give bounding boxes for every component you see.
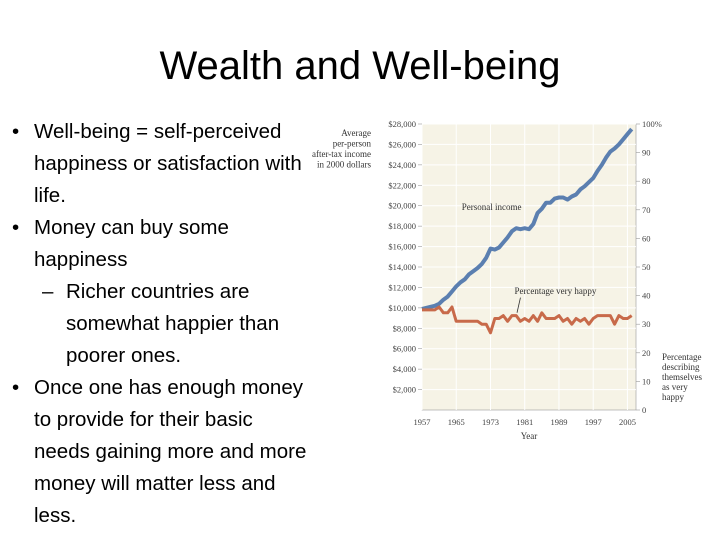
left-tick-label: $6,000 bbox=[393, 344, 416, 354]
right-tick-label: 100% bbox=[642, 119, 662, 129]
left-tick-label: $24,000 bbox=[388, 160, 416, 170]
chart-svg: $28,000 $26,000 $24,000 $22,000 $20,000 $18,0… bbox=[312, 119, 703, 441]
right-tick-label: 70 bbox=[642, 205, 651, 215]
bullet-item: • Once one has enough money to provide fo… bbox=[12, 372, 312, 532]
sub-bullet-item: – Richer countries are somewhat happier t… bbox=[12, 276, 312, 372]
right-tick-label: 40 bbox=[642, 291, 651, 301]
right-tick-label: 0 bbox=[642, 405, 646, 415]
x-tick-label: 1989 bbox=[550, 417, 567, 427]
left-tick-label: $18,000 bbox=[388, 221, 416, 231]
right-tick-label: 80 bbox=[642, 176, 651, 186]
x-tick-label: 1957 bbox=[414, 417, 431, 427]
left-tick-label: $4,000 bbox=[393, 364, 416, 374]
x-tick-label: 2005 bbox=[619, 417, 636, 427]
left-tick-label: $28,000 bbox=[388, 119, 416, 129]
annotation-personal-income: Personal income bbox=[462, 202, 522, 212]
bullet-dot-icon: • bbox=[12, 376, 20, 399]
bullet-item: • Well-being = self-perceived happiness o… bbox=[12, 116, 312, 212]
x-tick-label: 1997 bbox=[585, 417, 602, 427]
right-tick-label: 60 bbox=[642, 233, 651, 243]
left-tick-label: $26,000 bbox=[388, 139, 416, 149]
left-tick-label: $10,000 bbox=[388, 303, 416, 313]
right-tick-label: 20 bbox=[642, 348, 651, 358]
left-tick-label: $14,000 bbox=[388, 262, 416, 272]
x-tick-label: 1981 bbox=[516, 417, 533, 427]
right-tick-label: 10 bbox=[642, 376, 651, 386]
right-axis-label: Percentage describing themselves as very hap… bbox=[662, 352, 702, 402]
left-axis-label: Average per-person after-tax income in 2000… bbox=[312, 128, 372, 170]
left-tick-label: $12,000 bbox=[388, 282, 416, 292]
right-axis-ticks: 100% 90 80 70 60 50 40 30 20 10 0 bbox=[636, 119, 662, 415]
bullet-dot-icon: • bbox=[12, 120, 20, 143]
left-tick-label: $8,000 bbox=[393, 323, 416, 333]
bullet-text: Well-being = self-perceived happiness or… bbox=[34, 120, 302, 207]
bullet-text: Richer countries are somewhat happier th… bbox=[66, 280, 280, 367]
left-tick-label: $22,000 bbox=[388, 180, 416, 190]
slide-title: Wealth and Well-being bbox=[159, 44, 561, 88]
right-tick-label: 50 bbox=[642, 262, 651, 272]
x-tick-label: 1965 bbox=[448, 417, 465, 427]
bullet-item: • Money can buy some happiness bbox=[12, 212, 312, 276]
annotation-percentage-very-happy: Percentage very happy bbox=[514, 286, 596, 296]
income-happiness-chart: $28,000 $26,000 $24,000 $22,000 $20,000 $18,0… bbox=[300, 118, 720, 448]
bullet-text: Once one has enough money to provide for… bbox=[34, 376, 307, 527]
bullet-text: Money can buy some happiness bbox=[34, 216, 229, 271]
bullet-dash-icon: – bbox=[42, 280, 54, 303]
left-tick-label: $2,000 bbox=[393, 385, 416, 395]
left-tick-label: $16,000 bbox=[388, 242, 416, 252]
x-axis-label: Year bbox=[521, 431, 538, 441]
annotation-leader-line bbox=[516, 297, 521, 313]
x-tick-label: 1973 bbox=[482, 417, 499, 427]
bullet-list: • Well-being = self-perceived happiness o… bbox=[12, 116, 312, 532]
right-tick-label: 30 bbox=[642, 319, 651, 329]
left-axis-ticks: $28,000 $26,000 $24,000 $22,000 $20,000 $18,0… bbox=[388, 119, 422, 395]
series-line-happy bbox=[422, 305, 633, 335]
bullet-dot-icon: • bbox=[12, 216, 20, 239]
x-axis-ticks: 1957 1965 1973 1981 1989 1997 2005 bbox=[414, 417, 636, 427]
right-tick-label: 90 bbox=[642, 148, 651, 158]
series-line-income bbox=[421, 127, 634, 311]
left-tick-label: $20,000 bbox=[388, 201, 416, 211]
